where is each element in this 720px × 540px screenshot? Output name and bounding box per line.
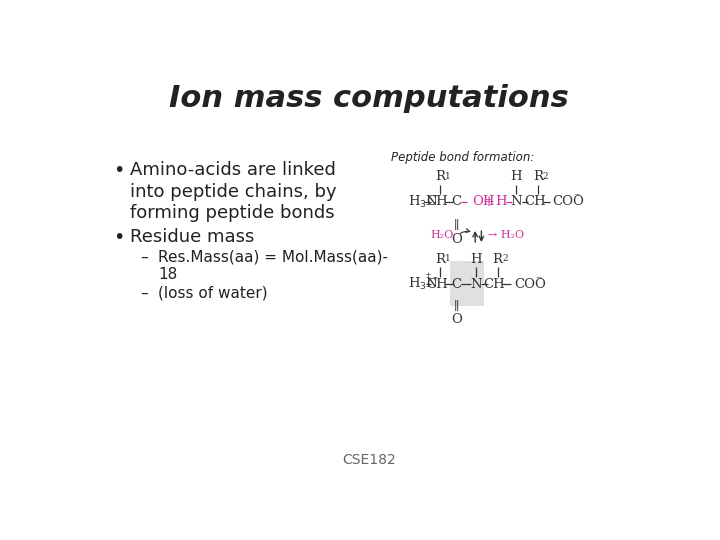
Text: O: O xyxy=(451,313,462,326)
Text: O: O xyxy=(451,233,462,246)
Text: Amino-acids are linked: Amino-acids are linked xyxy=(130,161,336,179)
Text: R: R xyxy=(492,253,503,266)
Text: H$_3$N: H$_3$N xyxy=(408,276,438,292)
Text: H₂O: H₂O xyxy=(431,230,454,240)
Text: R: R xyxy=(436,171,445,184)
Text: forming peptide bonds: forming peptide bonds xyxy=(130,204,335,222)
Text: CSE182: CSE182 xyxy=(342,453,396,467)
Text: (loss of water): (loss of water) xyxy=(158,286,268,301)
Text: C: C xyxy=(451,278,462,291)
Text: C: C xyxy=(451,195,462,208)
Text: 18: 18 xyxy=(158,267,177,282)
Text: +: + xyxy=(482,195,495,209)
Text: R: R xyxy=(436,253,445,266)
Text: •: • xyxy=(113,228,125,247)
Text: R: R xyxy=(533,171,543,184)
Text: into peptide chains, by: into peptide chains, by xyxy=(130,183,337,201)
Text: Ion mass computations: Ion mass computations xyxy=(169,84,569,113)
Text: N: N xyxy=(510,195,522,208)
Text: 2: 2 xyxy=(503,254,508,264)
Text: CH: CH xyxy=(426,195,448,208)
Text: Res.Mass(aa) = Mol.Mass(aa)-: Res.Mass(aa) = Mol.Mass(aa)- xyxy=(158,249,388,265)
Text: H: H xyxy=(470,253,482,266)
Text: CH: CH xyxy=(524,195,546,208)
Text: H: H xyxy=(510,171,522,184)
Text: •: • xyxy=(113,161,125,180)
Text: 1: 1 xyxy=(445,172,451,181)
Text: COO: COO xyxy=(553,195,585,208)
Text: –: – xyxy=(140,249,148,265)
Text: ∥: ∥ xyxy=(454,219,459,232)
Text: N: N xyxy=(470,278,482,291)
Text: 2: 2 xyxy=(543,172,548,181)
Text: –: – xyxy=(140,286,148,301)
Text: H$_3$N: H$_3$N xyxy=(408,194,438,210)
Text: → H₂O: → H₂O xyxy=(487,230,523,240)
Text: CH: CH xyxy=(426,278,448,291)
Text: +: + xyxy=(424,271,431,279)
Text: ⁻: ⁻ xyxy=(574,192,580,205)
Text: 1: 1 xyxy=(445,254,451,264)
Text: ∥: ∥ xyxy=(454,300,459,313)
Text: Peptide bond formation:: Peptide bond formation: xyxy=(391,151,534,164)
Text: ⁻: ⁻ xyxy=(535,274,541,287)
Bar xyxy=(449,261,485,306)
Text: H: H xyxy=(495,195,508,208)
Text: Residue mass: Residue mass xyxy=(130,228,255,246)
Text: OH: OH xyxy=(472,195,495,208)
Text: COO: COO xyxy=(514,278,546,291)
Text: CH: CH xyxy=(484,278,505,291)
